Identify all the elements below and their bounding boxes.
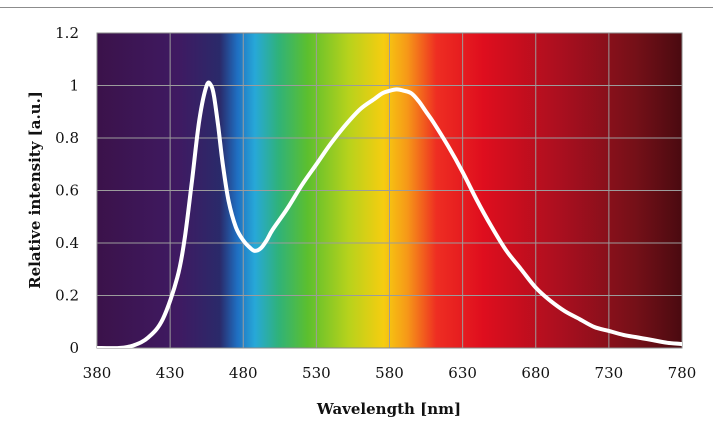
x-axis-title: Wavelength [nm] [316, 400, 461, 418]
series-group [97, 80, 682, 348]
tick-labels: 380 430 480 530 580 630 680 730 780 0 0.2 0.4 0.6 0.8… [55, 24, 696, 382]
top-rule [0, 7, 713, 8]
x-tick-label: 730 [595, 364, 624, 382]
x-tick-label: 530 [302, 364, 331, 382]
y-tick-label: 0.6 [55, 182, 79, 200]
gridlines [97, 33, 682, 348]
y-tick-label: 1.2 [55, 24, 79, 42]
y-tick-label: 1 [69, 77, 79, 95]
y-tick-label: 0.4 [55, 234, 79, 252]
x-tick-label: 480 [229, 364, 258, 382]
x-tick-label: 580 [375, 364, 404, 382]
y-axis-title: Relative intensity [a.u.] [26, 91, 44, 289]
x-tick-label: 680 [521, 364, 550, 382]
y-tick-label: 0.2 [55, 287, 79, 305]
y-tick-label: 0 [69, 339, 79, 357]
y-tick-label: 0.8 [55, 129, 79, 147]
x-tick-label: 780 [668, 364, 697, 382]
x-tick-label: 630 [448, 364, 477, 382]
x-tick-label: 430 [156, 364, 185, 382]
plot-frame [96, 32, 683, 349]
spectrum-line [97, 80, 682, 348]
x-tick-label: 380 [83, 364, 112, 382]
